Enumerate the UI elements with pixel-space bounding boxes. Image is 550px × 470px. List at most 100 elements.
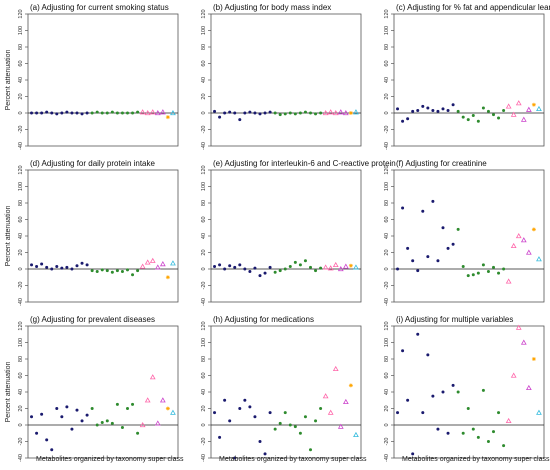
y-tick-label: 20 [201,249,207,255]
data-point [90,269,94,273]
y-tick-label: 80 [201,44,207,50]
data-point [441,390,445,394]
y-tick-label: 120 [18,165,24,174]
data-point [253,415,257,419]
y-tick-label: -20 [201,282,207,290]
data-point [115,402,119,406]
data-point [243,398,247,402]
data-point [228,110,232,114]
data-point [80,261,84,265]
data-point [401,119,405,123]
data-point [159,397,166,403]
data-point [45,438,49,442]
data-point [466,118,470,122]
y-tick-label: 20 [384,405,390,411]
data-point [353,431,359,438]
data-point [456,109,460,113]
data-point [273,427,277,431]
data-point [502,109,506,113]
data-point [100,268,104,272]
data-point [486,269,490,273]
y-tick-label: 0 [201,111,207,114]
data-point [263,452,267,456]
y-tick-label: -40 [384,298,390,306]
data-point [497,411,501,415]
data-point [536,409,542,415]
data-point [30,111,34,115]
y-tick-label: 40 [201,77,207,83]
data-point [258,112,262,116]
data-point [278,269,282,273]
data-point [248,269,252,273]
data-point [139,263,146,269]
data-point [525,249,532,255]
data-point [314,112,318,116]
y-tick-label: 0 [18,267,24,270]
data-point [314,419,318,423]
data-point [421,104,425,108]
data-point [314,269,318,273]
data-point [337,423,344,429]
data-point [308,448,312,452]
data-point [253,266,257,270]
data-point [446,246,450,250]
y-axis-label: Percent attenuation [5,50,12,111]
y-tick-label: 0 [384,267,390,270]
data-point [125,407,129,410]
y-axis-label: Percent attenuation [5,206,12,267]
data-point [136,110,140,114]
y-tick-label: 80 [384,356,390,362]
y-tick-label: 80 [18,356,24,362]
data-point [45,265,49,269]
data-point [105,419,109,423]
data-point [505,278,512,284]
y-tick-label: 40 [18,389,24,395]
data-point [497,271,501,275]
data-point [70,427,74,431]
data-point [322,109,329,116]
data-point [466,274,470,278]
data-point [431,199,435,203]
data-point [416,109,420,113]
data-point [332,109,339,116]
y-tick-label: 60 [201,60,207,66]
data-point [60,415,64,419]
data-point [348,111,353,115]
y-tick-label: 0 [18,111,24,114]
data-point [426,255,430,259]
data-point [515,100,522,106]
data-point [436,259,440,263]
panel-d: (d) Adjusting for daily protein intake -4… [5,159,179,306]
data-point [95,110,99,114]
y-tick-label: 120 [201,321,207,330]
data-point [55,265,59,269]
y-axis-label: Percent attenuation [5,362,12,423]
y-tick-label: -40 [201,298,207,306]
y-tick-label: 100 [201,182,207,191]
panel-xlabel-g: Metabolites organized by taxonomy super … [36,456,184,463]
data-point [213,109,217,113]
data-point [327,109,334,115]
data-point [60,266,64,270]
data-point [228,419,232,423]
data-point [441,107,445,111]
y-tick-label: -40 [18,142,24,150]
data-point [223,398,227,402]
data-point [303,110,307,114]
panel-title-e: (e) Adjusting for interleukin-6 and C-re… [213,159,396,168]
panel-a: (a) Adjusting for current smoking status… [5,3,179,150]
data-point [268,411,272,415]
data-point [159,261,166,267]
data-point [144,259,151,265]
data-point [70,111,74,115]
data-point [278,113,282,117]
data-point [401,206,405,210]
data-point [416,332,420,336]
panel-title-c: (c) Adjusting for % fat and appendicular… [396,3,550,12]
data-point [461,431,465,435]
plot-frame [393,325,545,459]
y-tick-label: 100 [384,338,390,347]
data-point [520,237,527,243]
data-point [471,113,475,117]
plot-frame [27,169,179,303]
